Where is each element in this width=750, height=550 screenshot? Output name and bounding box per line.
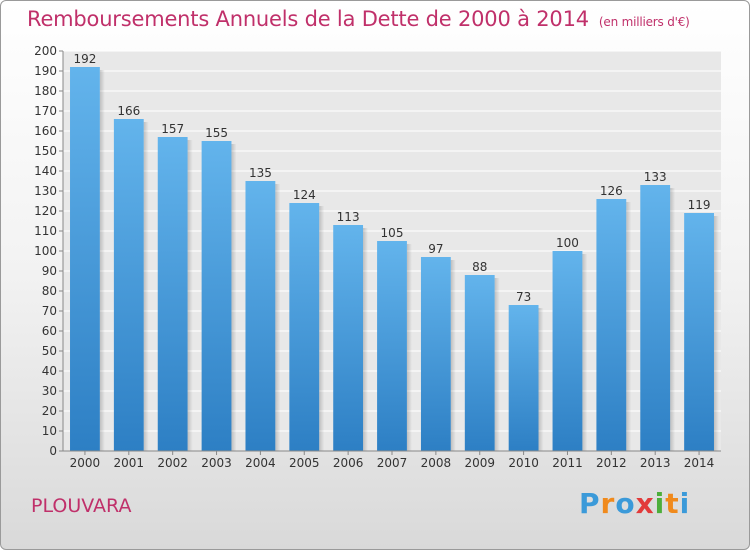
y-tick-label: 80 xyxy=(42,284,57,298)
y-tick-label: 200 xyxy=(34,44,57,58)
bar-shadow xyxy=(231,144,237,451)
bar-2011 xyxy=(552,251,583,451)
title-text: Remboursements Annuels de la Dette de 20… xyxy=(27,7,589,31)
bar-shadow xyxy=(187,140,193,451)
x-tick-label-2006: 2006 xyxy=(333,456,364,470)
bar-shadow xyxy=(494,278,500,451)
bar-2007 xyxy=(377,241,407,451)
logo-letter: r xyxy=(600,487,616,520)
data-label-2011: 100 xyxy=(556,236,579,250)
y-tick-label: 120 xyxy=(34,204,57,218)
x-tick-label-2009: 2009 xyxy=(464,456,495,470)
bar-shadow xyxy=(363,228,369,451)
bar-shadow xyxy=(450,260,456,451)
y-tick-label: 160 xyxy=(34,124,57,138)
y-tick-label: 40 xyxy=(42,364,57,378)
data-label-2010: 73 xyxy=(516,290,531,304)
bar-2009 xyxy=(464,275,495,451)
x-tick-label-2012: 2012 xyxy=(596,456,627,470)
data-label-2007: 105 xyxy=(381,226,404,240)
data-label-2004: 135 xyxy=(249,166,272,180)
logo-letter: o xyxy=(615,487,636,520)
bar-2001 xyxy=(113,119,144,451)
y-tick-label: 190 xyxy=(34,64,57,78)
x-tick-label-2001: 2001 xyxy=(114,456,145,470)
y-axis: 0 10 20 30 40 50 60 70 80 90 100 110 120 130 140 150 160… xyxy=(34,44,64,458)
logo-letter: i xyxy=(654,487,666,520)
bar-shadow xyxy=(319,206,325,451)
bar-shadow xyxy=(99,70,105,451)
x-tick-label-2008: 2008 xyxy=(421,456,452,470)
y-tick-label: 170 xyxy=(34,104,57,118)
data-labels: 192 166 157 155 135 124 113 105 97 88 73 100 126 133 1… xyxy=(73,52,710,304)
logo-letter: P xyxy=(579,487,601,520)
y-tick-label: 50 xyxy=(42,344,57,358)
data-label-2002: 157 xyxy=(161,122,184,136)
bar-2002 xyxy=(157,137,188,451)
data-label-2012: 126 xyxy=(600,184,623,198)
bar-shadow xyxy=(582,254,588,451)
y-tick-label: 130 xyxy=(34,184,57,198)
x-tick-label-2010: 2010 xyxy=(508,456,539,470)
y-tick-label: 70 xyxy=(42,304,57,318)
logo-letter: x xyxy=(635,487,655,520)
y-tick-label: 180 xyxy=(34,84,57,98)
x-tick-label-2013: 2013 xyxy=(640,456,671,470)
bar-2004 xyxy=(245,181,276,451)
bar-shadow xyxy=(538,308,544,451)
bar-shadow xyxy=(626,202,632,451)
x-tick-label-2003: 2003 xyxy=(201,456,232,470)
data-label-2006: 113 xyxy=(337,210,360,224)
bar-2005 xyxy=(289,203,320,451)
x-axis: 2000 2001 2002 2003 2004 2005 2006 2007 2008 2009… xyxy=(63,450,721,470)
bar-shadow xyxy=(406,244,412,451)
y-tick-label: 150 xyxy=(34,144,57,158)
bar-shadow xyxy=(713,216,719,451)
bar-2000 xyxy=(70,67,100,451)
data-label-2009: 88 xyxy=(472,260,487,274)
bar-shadow xyxy=(670,188,676,451)
x-tick-label-2014: 2014 xyxy=(684,456,715,470)
x-tick-label-2002: 2002 xyxy=(157,456,188,470)
x-tick-label-2011: 2011 xyxy=(552,456,583,470)
y-tick-label: 140 xyxy=(34,164,57,178)
x-tick-label-2005: 2005 xyxy=(289,456,320,470)
logo-letter: t xyxy=(665,487,680,520)
y-tick-label: 60 xyxy=(42,324,57,338)
data-label-2005: 124 xyxy=(293,188,316,202)
proxiti-logo: Proxiti xyxy=(579,487,690,520)
place-name: PLOUVARA xyxy=(31,495,132,517)
data-label-2013: 133 xyxy=(644,170,667,184)
bar-2012 xyxy=(596,199,627,451)
y-tick-label: 100 xyxy=(34,244,57,258)
y-tick-label: 90 xyxy=(42,264,57,278)
bar-2003 xyxy=(201,141,232,451)
bar-2008 xyxy=(420,257,451,451)
y-tick-label: 110 xyxy=(34,224,57,238)
unit-note: (en milliers d'€) xyxy=(598,15,690,29)
y-tick-label: 0 xyxy=(49,444,57,458)
bar-shadow xyxy=(275,184,281,451)
bar-2010 xyxy=(508,305,539,451)
data-label-2014: 119 xyxy=(688,198,711,212)
bar-2013 xyxy=(640,185,671,451)
chart-title: Remboursements Annuels de la Dette de 20… xyxy=(27,7,690,31)
bar-2014 xyxy=(684,213,714,451)
data-label-2008: 97 xyxy=(428,242,443,256)
y-tick-label: 20 xyxy=(42,404,57,418)
y-tick-label: 10 xyxy=(42,424,57,438)
x-tick-label-2007: 2007 xyxy=(377,456,408,470)
bars xyxy=(70,67,719,451)
data-label-2000: 192 xyxy=(73,52,96,66)
bar-2006 xyxy=(333,225,364,451)
y-tick-label: 30 xyxy=(42,384,57,398)
data-label-2003: 155 xyxy=(205,126,228,140)
x-tick-label-2000: 2000 xyxy=(70,456,101,470)
logo-letter: i xyxy=(679,487,691,520)
bar-shadow xyxy=(143,122,149,451)
x-tick-label-2004: 2004 xyxy=(245,456,276,470)
data-label-2001: 166 xyxy=(117,104,140,118)
